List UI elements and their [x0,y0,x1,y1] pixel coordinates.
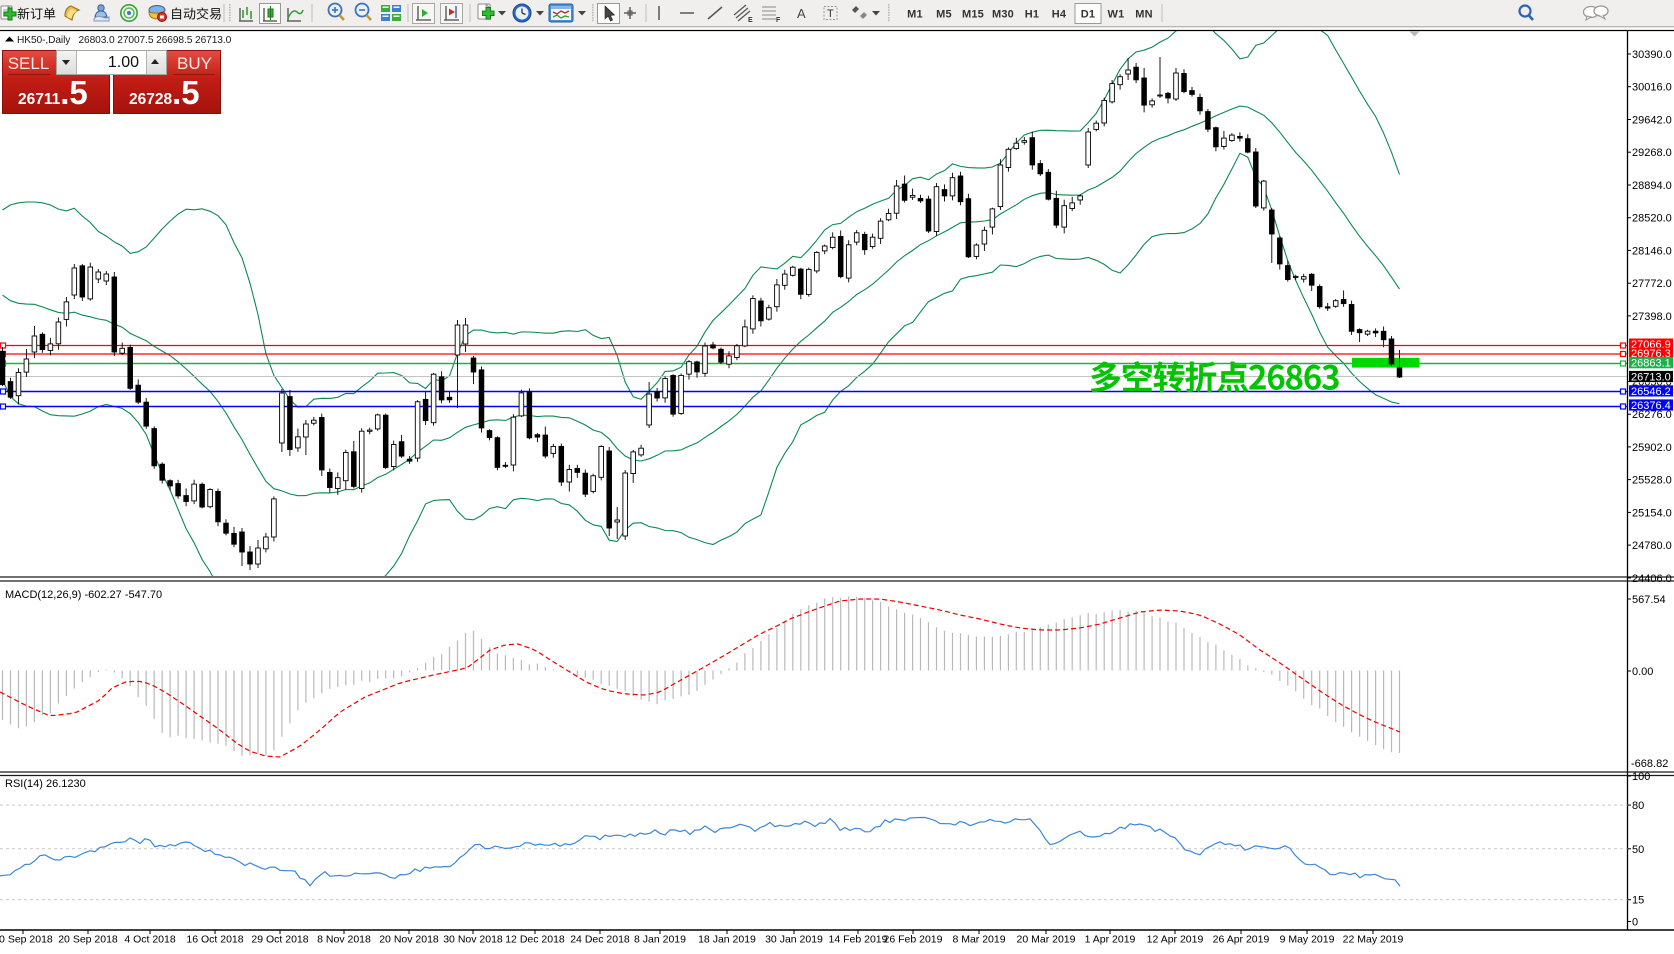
svg-text:M30: M30 [992,9,1014,21]
svg-text:M1: M1 [907,9,923,21]
svg-text:30 Nov 2018: 30 Nov 2018 [443,934,503,946]
svg-text:28894.0: 28894.0 [1632,180,1672,192]
svg-text:T: T [827,8,834,20]
svg-text:30390.0: 30390.0 [1632,49,1672,61]
svg-text:12 Apr 2019: 12 Apr 2019 [1147,934,1204,946]
svg-text:24406.0: 24406.0 [1632,573,1672,585]
svg-text:18 Jan 2019: 18 Jan 2019 [698,934,756,946]
svg-text:MN: MN [1135,9,1153,21]
svg-text:29642.0: 29642.0 [1632,115,1672,127]
svg-text:H1: H1 [1025,9,1039,21]
svg-text:8 Jan 2019: 8 Jan 2019 [634,934,686,946]
svg-text:14 Feb 2019: 14 Feb 2019 [829,934,888,946]
svg-text:MACD(12,26,9) -602.27 -547.70: MACD(12,26,9) -602.27 -547.70 [5,589,162,601]
svg-text:8 Nov 2018: 8 Nov 2018 [317,934,371,946]
svg-text:80: 80 [1632,800,1644,812]
svg-text:4 Oct 2018: 4 Oct 2018 [124,934,176,946]
svg-text:RSI(14) 26.1230: RSI(14) 26.1230 [5,778,86,790]
svg-text:26 Apr 2019: 26 Apr 2019 [1213,934,1270,946]
svg-text:9 May 2019: 9 May 2019 [1280,934,1335,946]
svg-text:H4: H4 [1052,9,1067,21]
svg-text:26276.0: 26276.0 [1632,409,1672,421]
svg-text:28520.0: 28520.0 [1632,213,1672,225]
svg-text:0.00: 0.00 [1632,666,1653,678]
svg-text:E: E [748,17,753,24]
svg-text:26650.0: 26650.0 [1632,376,1672,388]
svg-text:28146.0: 28146.0 [1632,245,1672,257]
svg-text:M5: M5 [936,9,952,21]
svg-text:10 Sep 2018: 10 Sep 2018 [0,934,53,946]
svg-text:29268.0: 29268.0 [1632,147,1672,159]
svg-text:25154.0: 25154.0 [1632,507,1672,519]
svg-text:1 Apr 2019: 1 Apr 2019 [1085,934,1136,946]
svg-text:0: 0 [1632,917,1638,929]
svg-text:-668.82: -668.82 [1631,758,1668,770]
svg-text:30016.0: 30016.0 [1632,82,1672,94]
svg-text:27398.0: 27398.0 [1632,311,1672,323]
svg-text:8 Mar 2019: 8 Mar 2019 [952,934,1005,946]
svg-text:22 May 2019: 22 May 2019 [1343,934,1404,946]
svg-text:567.54: 567.54 [1632,594,1666,606]
svg-text:24 Dec 2018: 24 Dec 2018 [570,934,630,946]
svg-text:D1: D1 [1081,9,1095,21]
svg-text:16 Oct 2018: 16 Oct 2018 [186,934,243,946]
svg-text:26376.4: 26376.4 [1631,400,1671,412]
svg-text:25528.0: 25528.0 [1632,475,1672,487]
svg-text:20 Sep 2018: 20 Sep 2018 [58,934,118,946]
svg-text:15: 15 [1632,895,1644,907]
svg-text:100: 100 [1632,771,1650,783]
svg-text:20 Mar 2019: 20 Mar 2019 [1017,934,1076,946]
svg-text:27772.0: 27772.0 [1632,278,1672,290]
svg-text:26863.1: 26863.1 [1631,358,1671,370]
svg-text:30 Jan 2019: 30 Jan 2019 [765,934,823,946]
svg-text:W1: W1 [1108,9,1125,21]
svg-text:24780.0: 24780.0 [1632,540,1672,552]
svg-text:20 Nov 2018: 20 Nov 2018 [379,934,439,946]
svg-text:26 Feb 2019: 26 Feb 2019 [884,934,943,946]
svg-text:29 Oct 2018: 29 Oct 2018 [251,934,308,946]
svg-text:12 Dec 2018: 12 Dec 2018 [505,934,565,946]
svg-text:50: 50 [1632,844,1644,856]
svg-text:26713.0: 26713.0 [1631,372,1671,384]
svg-text:HK50-,Daily 26803.0 27007.5: HK50-,Daily 26803.0 27007.5 26698.5 2671… [17,35,232,46]
svg-text:25902.0: 25902.0 [1632,442,1672,454]
svg-text:A: A [797,6,806,21]
svg-text:F: F [776,17,781,24]
svg-text:26546.2: 26546.2 [1631,386,1671,398]
svg-text:M15: M15 [962,9,984,21]
